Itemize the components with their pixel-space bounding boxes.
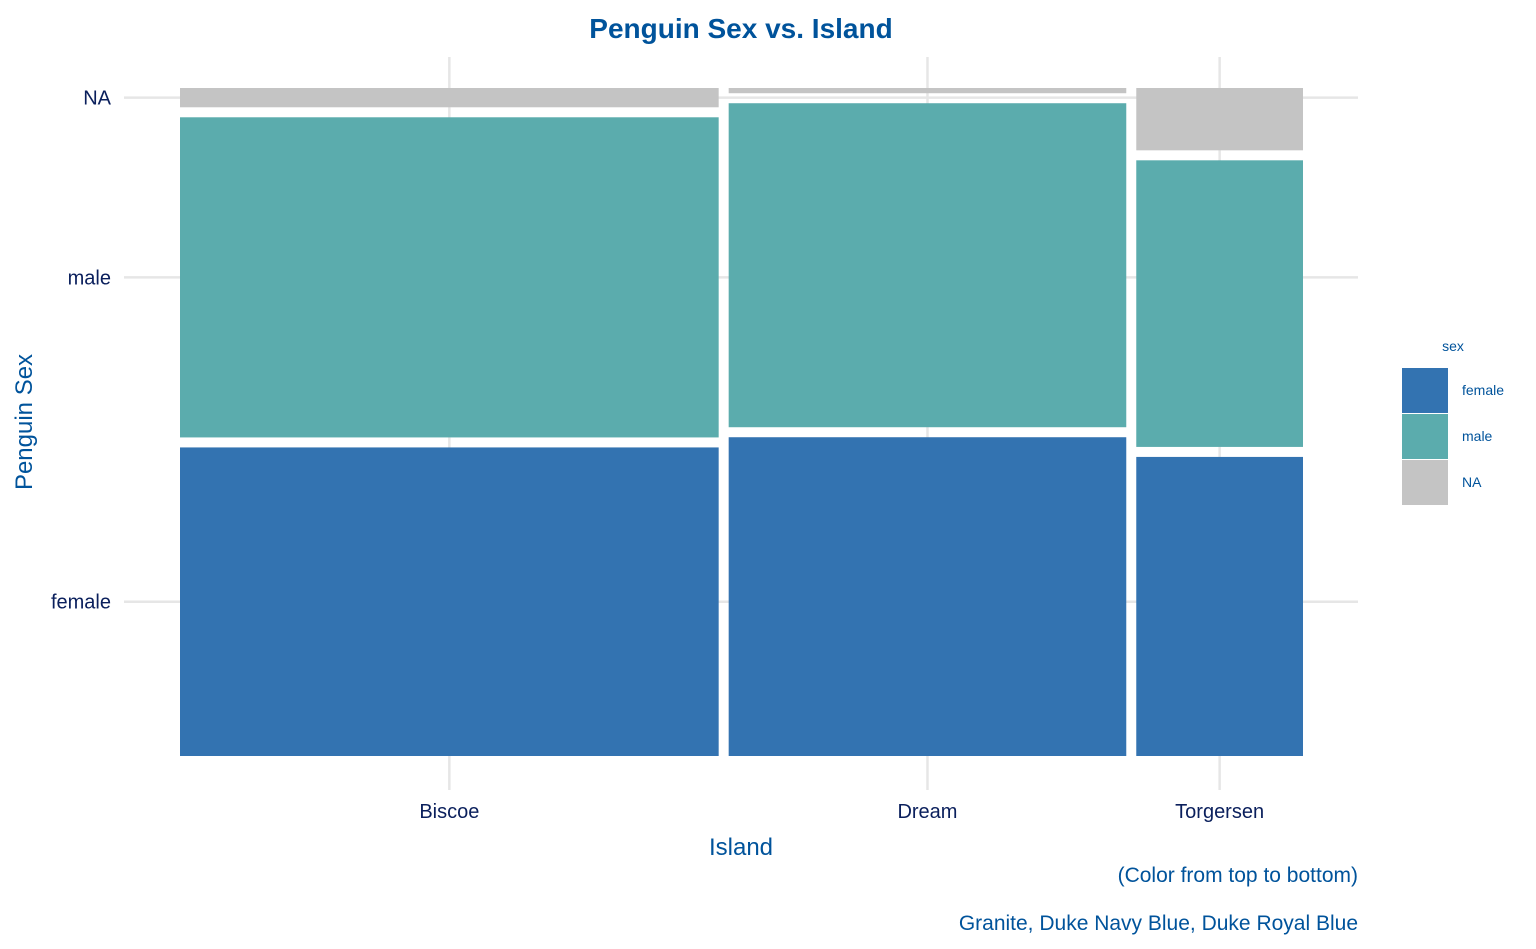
tile-torgersen-na — [1136, 88, 1303, 151]
tile-biscoe-na — [180, 88, 719, 108]
legend-key-female — [1402, 368, 1448, 413]
x-tick-label-biscoe: Biscoe — [419, 801, 479, 823]
tile-biscoe-female — [180, 447, 719, 756]
legend-key-na — [1402, 460, 1448, 505]
tile-dream-male — [728, 103, 1127, 428]
legend-label-male: male — [1462, 428, 1493, 444]
x-axis-title: Island — [709, 834, 773, 861]
tile-biscoe-male — [180, 117, 719, 438]
caption-line-2: Granite, Duke Navy Blue, Duke Royal Blue — [959, 912, 1358, 935]
tile-dream-female — [728, 437, 1127, 756]
legend-label-female: female — [1462, 382, 1504, 398]
legend-key-male — [1402, 414, 1448, 459]
chart-title: Penguin Sex vs. Island — [589, 13, 892, 44]
x-tick-labels: Biscoe Dream Torgersen — [419, 801, 1264, 823]
caption-line-1: (Color from top to bottom) — [1118, 864, 1358, 887]
y-tick-label-male: male — [68, 267, 111, 289]
tile-dream-na — [728, 88, 1127, 94]
tile-torgersen-male — [1136, 160, 1303, 447]
y-tick-label-female: female — [51, 592, 111, 614]
legend: sex female male NA — [1402, 338, 1504, 505]
mosaic-tiles — [180, 88, 1303, 756]
legend-label-na: NA — [1462, 474, 1482, 490]
x-tick-label-torgersen: Torgersen — [1175, 801, 1264, 823]
y-tick-label-na: NA — [83, 88, 111, 110]
x-tick-label-dream: Dream — [897, 801, 957, 823]
y-axis-title: Penguin Sex — [11, 354, 38, 490]
y-tick-labels: female male NA — [51, 88, 112, 614]
legend-title: sex — [1442, 338, 1464, 354]
tile-torgersen-female — [1136, 456, 1303, 756]
